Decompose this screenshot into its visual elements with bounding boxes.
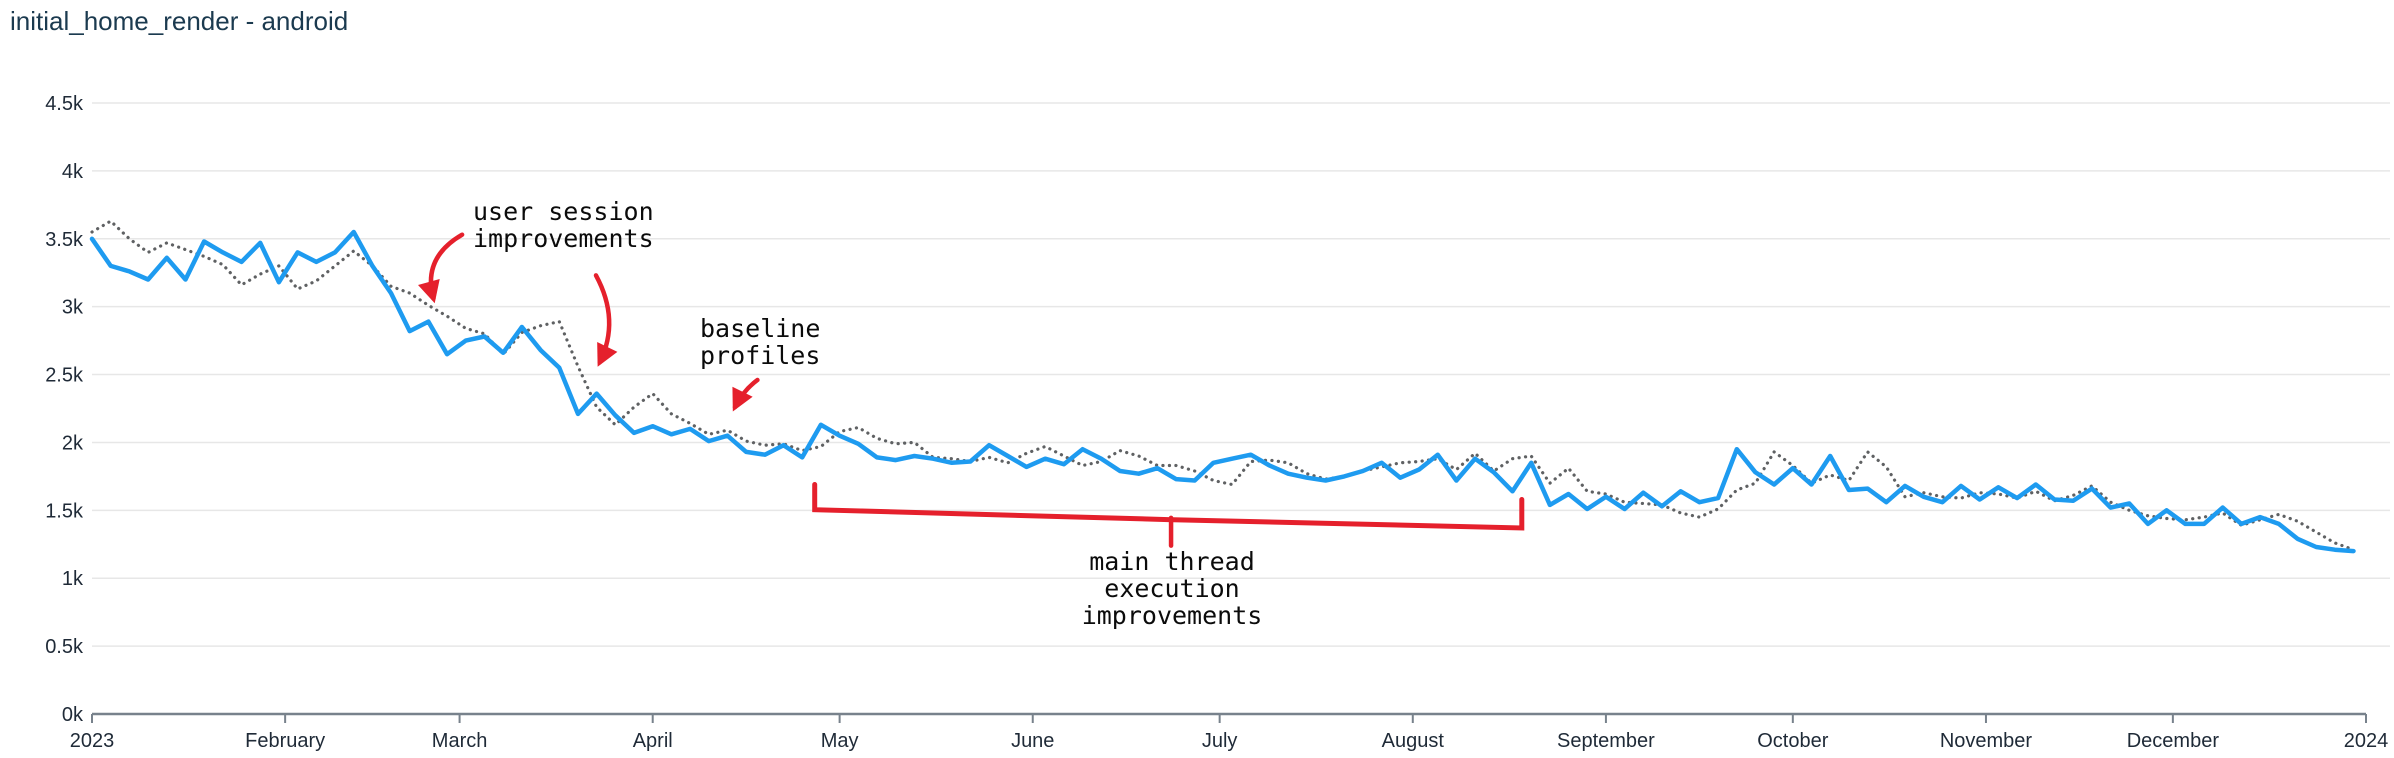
y-tick-label: 2.5k [45, 365, 84, 387]
y-tick-label: 4.5k [45, 93, 84, 115]
x-tick-label: November [1940, 730, 2033, 752]
x-tick-label: September [1557, 730, 1655, 752]
x-tick-label: February [245, 730, 325, 752]
x-tick-label: April [633, 730, 673, 752]
y-tick-label: 1.5k [45, 500, 84, 522]
x-tick-label: December [2127, 730, 2220, 752]
x-tick-label: May [821, 730, 859, 752]
page-title: initial_home_render - android [10, 6, 349, 36]
y-tick-label: 3.5k [45, 229, 84, 251]
annotation-arrow [593, 273, 618, 367]
x-tick-label: August [1382, 730, 1445, 752]
annotation-bracket [812, 482, 1525, 531]
y-tick-label: 1k [62, 568, 84, 590]
annotation-marks [418, 232, 1525, 548]
x-tick-label: 2023 [70, 730, 115, 752]
annotation-arrow [732, 377, 760, 412]
annotation-user-session-improvements: user session improvements [473, 197, 654, 253]
gridlines [92, 102, 2390, 647]
x-tick-label: October [1757, 730, 1828, 752]
x-tick-label: June [1011, 730, 1054, 752]
x-tick-label: March [432, 730, 488, 752]
x-axis: 2023 February March April May June July August S… [70, 712, 2389, 752]
y-tick-label: 0.5k [45, 636, 84, 658]
y-axis-labels: 0k 0.5k 1k 1.5k 2k 2.5k 3k 3.5k 4k 4.5k [45, 93, 84, 726]
series-dotted [90, 219, 2356, 552]
series-solid [89, 229, 2356, 554]
y-tick-label: 0k [62, 704, 84, 726]
annotation-main-thread-execution-improvements: main thread execution improvements [1081, 547, 1263, 630]
x-tick-label: 2024 [2344, 730, 2389, 752]
annotation-arrow [418, 232, 465, 304]
y-tick-label: 4k [62, 161, 84, 183]
annotation-baseline-profiles: baseline profiles [700, 314, 821, 370]
y-tick-label: 2k [62, 432, 84, 454]
x-tick-label: July [1202, 730, 1238, 752]
y-tick-label: 3k [62, 297, 84, 319]
